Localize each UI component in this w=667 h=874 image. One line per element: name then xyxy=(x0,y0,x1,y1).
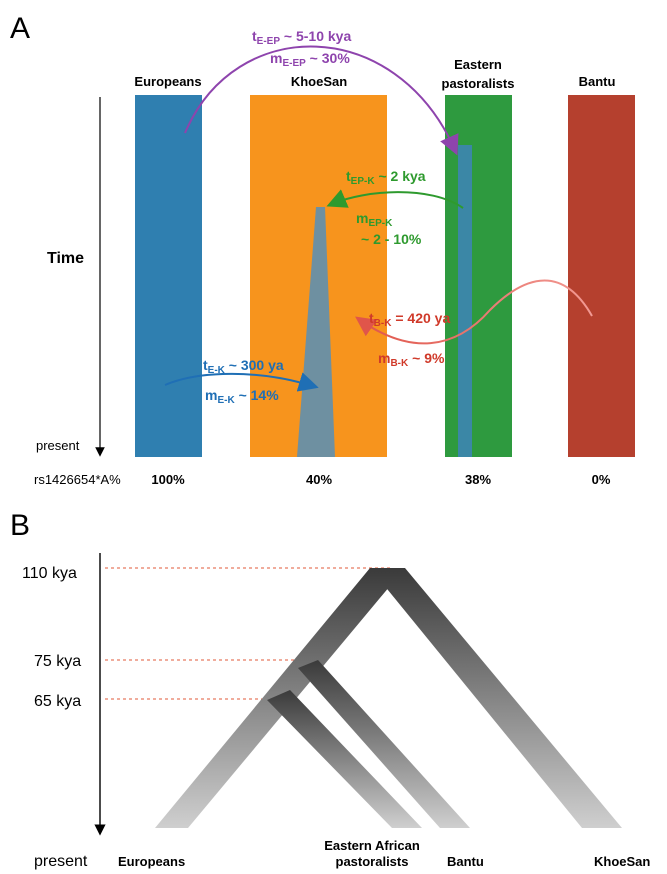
arc-e-ep xyxy=(184,45,459,156)
label-m-ep-k-value: ~ 2 - 10% xyxy=(361,231,422,247)
label-t-b-k: tB-K = 420 ya xyxy=(369,310,450,329)
branch-bantu xyxy=(298,660,470,828)
pastoralist-allele-strip xyxy=(458,145,472,457)
freq-pastoralists: 38% xyxy=(465,472,491,487)
time-65: 65 kya xyxy=(34,693,81,710)
leaf-eastern-african: Eastern African xyxy=(324,838,420,853)
label-t-e-k: tE-K ~ 300 ya xyxy=(203,357,284,376)
panel-b-label: B xyxy=(10,509,30,542)
leaf-pastoralists: pastoralists xyxy=(336,854,409,869)
label-pastoralists: pastoralists xyxy=(442,76,515,91)
arc-e-k xyxy=(164,372,319,392)
freq-bantu: 0% xyxy=(592,472,611,487)
snp-label: rs1426654*A% xyxy=(34,472,121,487)
label-khoesan: KhoeSan xyxy=(291,74,347,89)
label-t-e-ep: tE-EP ~ 5-10 kya xyxy=(252,28,351,47)
panel-a-label: A xyxy=(10,12,30,45)
khoesan-allele-wedge xyxy=(297,207,335,457)
time-75: 75 kya xyxy=(34,653,81,670)
leaf-khoesan: KhoeSan xyxy=(594,854,650,869)
leaf-bantu: Bantu xyxy=(447,854,484,869)
phylogenetic-tree xyxy=(155,568,622,828)
arc-b-k xyxy=(355,279,593,345)
time-label: Time xyxy=(47,250,84,267)
label-m-e-k: mE-K ~ 14% xyxy=(205,387,279,406)
label-m-b-k: mB-K ~ 9% xyxy=(378,350,445,369)
time-110: 110 kya xyxy=(22,565,77,582)
branch-khoesan xyxy=(370,568,622,828)
freq-europeans: 100% xyxy=(151,472,185,487)
leaf-europeans: Europeans xyxy=(118,854,185,869)
present-label-b: present xyxy=(34,853,88,870)
bar-bantu xyxy=(568,95,635,457)
label-europeans: Europeans xyxy=(134,74,201,89)
freq-khoesan: 40% xyxy=(306,472,332,487)
label-eastern: Eastern xyxy=(454,57,502,72)
label-m-e-ep: mE-EP ~ 30% xyxy=(270,50,350,69)
label-bantu: Bantu xyxy=(579,74,616,89)
present-label-a: present xyxy=(36,438,80,453)
branch-eastern-pastoralists xyxy=(267,690,422,828)
label-m-ep-k: mEP-K xyxy=(356,210,393,229)
arc-ep-k xyxy=(326,189,464,209)
bar-europeans xyxy=(135,95,202,457)
label-t-ep-k: tEP-K ~ 2 kya xyxy=(346,168,426,187)
